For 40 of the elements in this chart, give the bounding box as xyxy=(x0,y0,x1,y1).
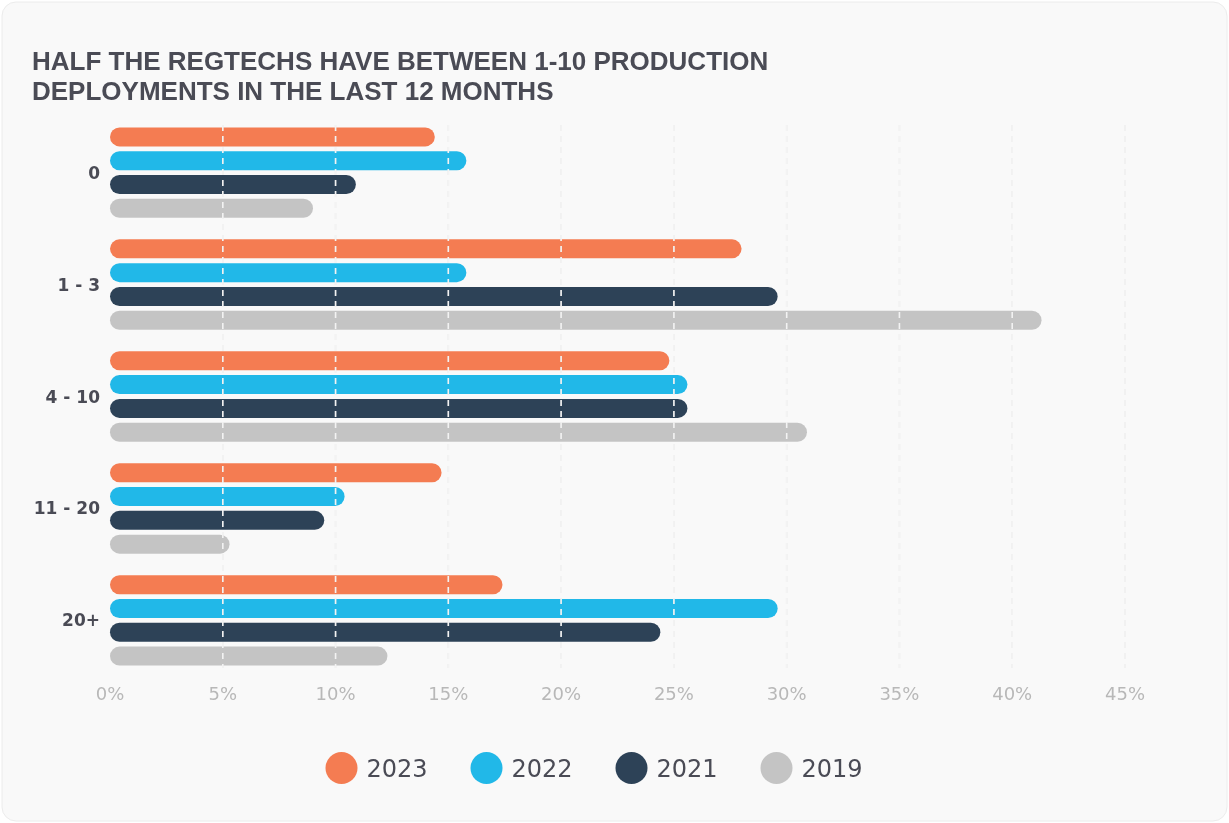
bar xyxy=(110,398,688,418)
y-tick-label: 11 - 20 xyxy=(33,498,101,519)
x-tick-label: 0% xyxy=(95,683,125,704)
x-tick-label: 30% xyxy=(766,683,807,704)
bar xyxy=(110,239,742,259)
x-tick-label: 40% xyxy=(992,683,1033,704)
x-tick-label: 20% xyxy=(541,683,582,704)
bar xyxy=(110,463,442,483)
x-tick-label: 15% xyxy=(428,683,469,704)
x-tick-label: 45% xyxy=(1104,683,1146,704)
y-tick-label: 1 - 3 xyxy=(57,274,100,295)
bar xyxy=(110,422,807,442)
bar xyxy=(110,534,230,554)
bar xyxy=(110,127,435,147)
bar xyxy=(110,310,1042,330)
bar xyxy=(110,646,388,666)
bar xyxy=(110,487,345,507)
bar xyxy=(110,510,325,530)
bar xyxy=(110,263,467,283)
bar xyxy=(110,622,661,642)
bar xyxy=(110,575,503,595)
legend-label: 2019 xyxy=(801,755,863,783)
y-tick-label: 20+ xyxy=(62,610,100,631)
legend-label: 2022 xyxy=(511,755,573,783)
bar xyxy=(110,351,670,371)
y-tick-label: 4 - 10 xyxy=(45,386,101,407)
x-tick-label: 25% xyxy=(653,683,694,704)
bar xyxy=(110,174,356,194)
bar xyxy=(110,375,688,395)
legend-label: 2023 xyxy=(366,755,428,783)
chart-title: HALF THE REGTECHS HAVE BETWEEN 1-10 PRODUCTION DEPLOYMENTS IN THE LAST 12 MONTHS xyxy=(32,46,769,106)
y-tick-label: 0 xyxy=(88,162,101,183)
bar xyxy=(110,286,778,306)
bar xyxy=(110,599,778,619)
x-tick-label: 5% xyxy=(208,683,238,704)
bar xyxy=(110,198,313,218)
x-tick-label: 10% xyxy=(315,683,356,704)
bar xyxy=(110,151,467,171)
x-tick-label: 35% xyxy=(879,683,920,704)
legend-label: 2021 xyxy=(656,755,718,783)
